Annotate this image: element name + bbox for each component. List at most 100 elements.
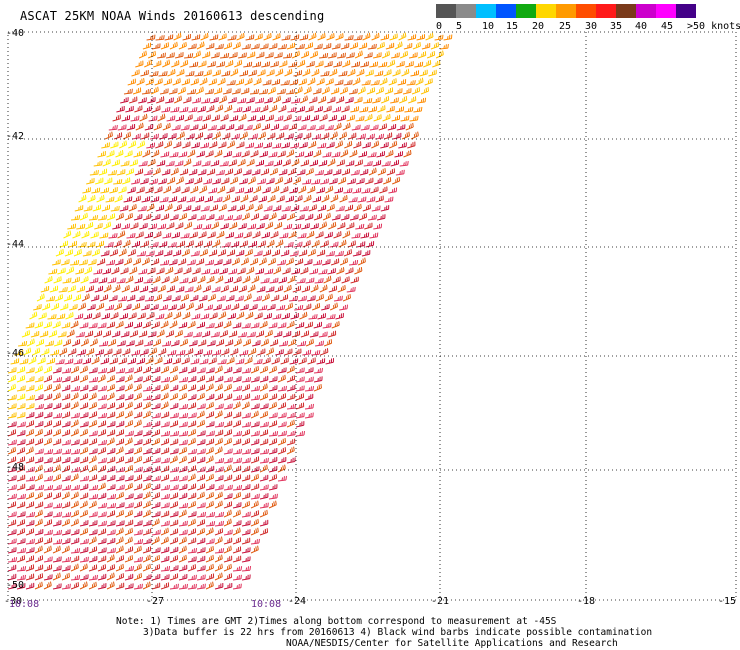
wind-barb	[142, 421, 152, 428]
wind-barb	[232, 438, 242, 446]
wind-barb	[143, 169, 153, 176]
wind-barb	[144, 59, 153, 68]
wind-barb	[203, 349, 213, 356]
wind-barb	[134, 277, 143, 284]
wind-barb	[52, 520, 62, 527]
wind-barb	[35, 339, 45, 347]
wind-barb	[7, 557, 18, 563]
wind-barb	[173, 32, 182, 41]
wind-barb	[280, 186, 289, 194]
wind-barb	[287, 275, 296, 284]
wind-barb	[106, 392, 115, 401]
wind-barb	[79, 556, 89, 563]
wind-barb	[187, 214, 197, 221]
wind-barb	[250, 213, 260, 221]
wind-barb	[94, 222, 103, 230]
wind-barb	[43, 545, 52, 554]
wind-barb	[284, 177, 293, 185]
wind-barb	[277, 385, 287, 392]
wind-barb	[325, 185, 334, 194]
wind-barb	[107, 277, 117, 284]
wind-barb	[169, 501, 179, 509]
wind-barb	[71, 339, 81, 347]
wind-barb	[242, 106, 251, 113]
wind-barb	[181, 357, 190, 365]
wind-barb	[171, 60, 180, 68]
wind-barb	[206, 168, 216, 176]
wind-barb	[160, 465, 170, 473]
wind-barb	[239, 70, 249, 77]
wind-barb	[171, 295, 181, 302]
wind-barb	[43, 393, 53, 401]
wind-barb	[187, 465, 197, 473]
wind-barb	[106, 421, 116, 428]
wind-barb	[97, 555, 107, 563]
wind-barb	[225, 295, 235, 302]
wind-barb	[30, 330, 40, 338]
wind-barb	[214, 393, 224, 401]
lon-label: -24	[288, 596, 306, 607]
wind-barb	[327, 268, 336, 275]
wind-barb	[260, 277, 270, 284]
wind-barb	[44, 276, 53, 284]
wind-barb	[82, 250, 92, 257]
wind-barb	[285, 89, 296, 95]
wind-barb	[163, 250, 173, 257]
wind-barb	[81, 293, 90, 302]
wind-barb	[144, 340, 153, 347]
wind-barb	[245, 34, 255, 41]
wind-barb	[79, 475, 89, 482]
wind-barb	[220, 114, 229, 122]
wind-barb	[265, 286, 275, 293]
wind-barb	[376, 42, 385, 50]
wind-barb	[253, 358, 263, 365]
wind-barb	[133, 539, 144, 545]
wind-barb	[124, 509, 133, 518]
wind-barb	[335, 140, 344, 149]
wind-barb	[214, 572, 223, 581]
wind-barb	[320, 348, 329, 356]
wind-barb	[88, 377, 99, 383]
wind-barb	[377, 168, 386, 176]
wind-barb	[310, 284, 319, 293]
wind-barb	[241, 537, 251, 545]
wind-barb	[79, 447, 88, 455]
wind-barb	[303, 86, 312, 95]
wind-barb	[401, 68, 410, 77]
wind-barb	[145, 250, 155, 257]
wind-barb	[97, 538, 107, 545]
wind-barb	[434, 34, 444, 41]
wind-barb	[7, 446, 16, 455]
wind-barb	[61, 538, 71, 545]
colorbar-labels: 0 5 10 15 20 25 30 35 40 45 >50 knots	[0, 21, 740, 35]
wind-barb	[313, 321, 322, 329]
wind-barb	[355, 115, 365, 122]
wind-barb	[345, 267, 354, 275]
wind-barb	[61, 501, 71, 509]
wind-barb	[203, 178, 212, 185]
wind-barb	[16, 403, 26, 410]
wind-barb	[75, 268, 84, 275]
wind-barb	[241, 556, 251, 563]
wind-barb	[227, 313, 236, 320]
wind-barb	[78, 302, 87, 311]
wind-barb	[205, 150, 214, 158]
wind-barb	[343, 79, 353, 86]
wind-barb	[25, 322, 35, 329]
wind-barb	[130, 222, 139, 230]
wind-barb	[169, 555, 179, 563]
wind-barb	[7, 538, 17, 545]
wind-barb	[154, 250, 164, 257]
wind-barb	[309, 50, 319, 59]
wind-barb	[250, 545, 259, 554]
wind-barb	[160, 392, 169, 401]
wind-barb	[106, 465, 116, 473]
wind-barb	[390, 159, 399, 167]
wind-barb	[301, 285, 310, 293]
wind-barb	[254, 312, 263, 320]
wind-barb	[86, 178, 95, 185]
wind-barb	[7, 421, 17, 428]
wind-barb	[115, 475, 125, 482]
wind-barb	[313, 43, 323, 50]
wind-barb	[232, 555, 242, 563]
